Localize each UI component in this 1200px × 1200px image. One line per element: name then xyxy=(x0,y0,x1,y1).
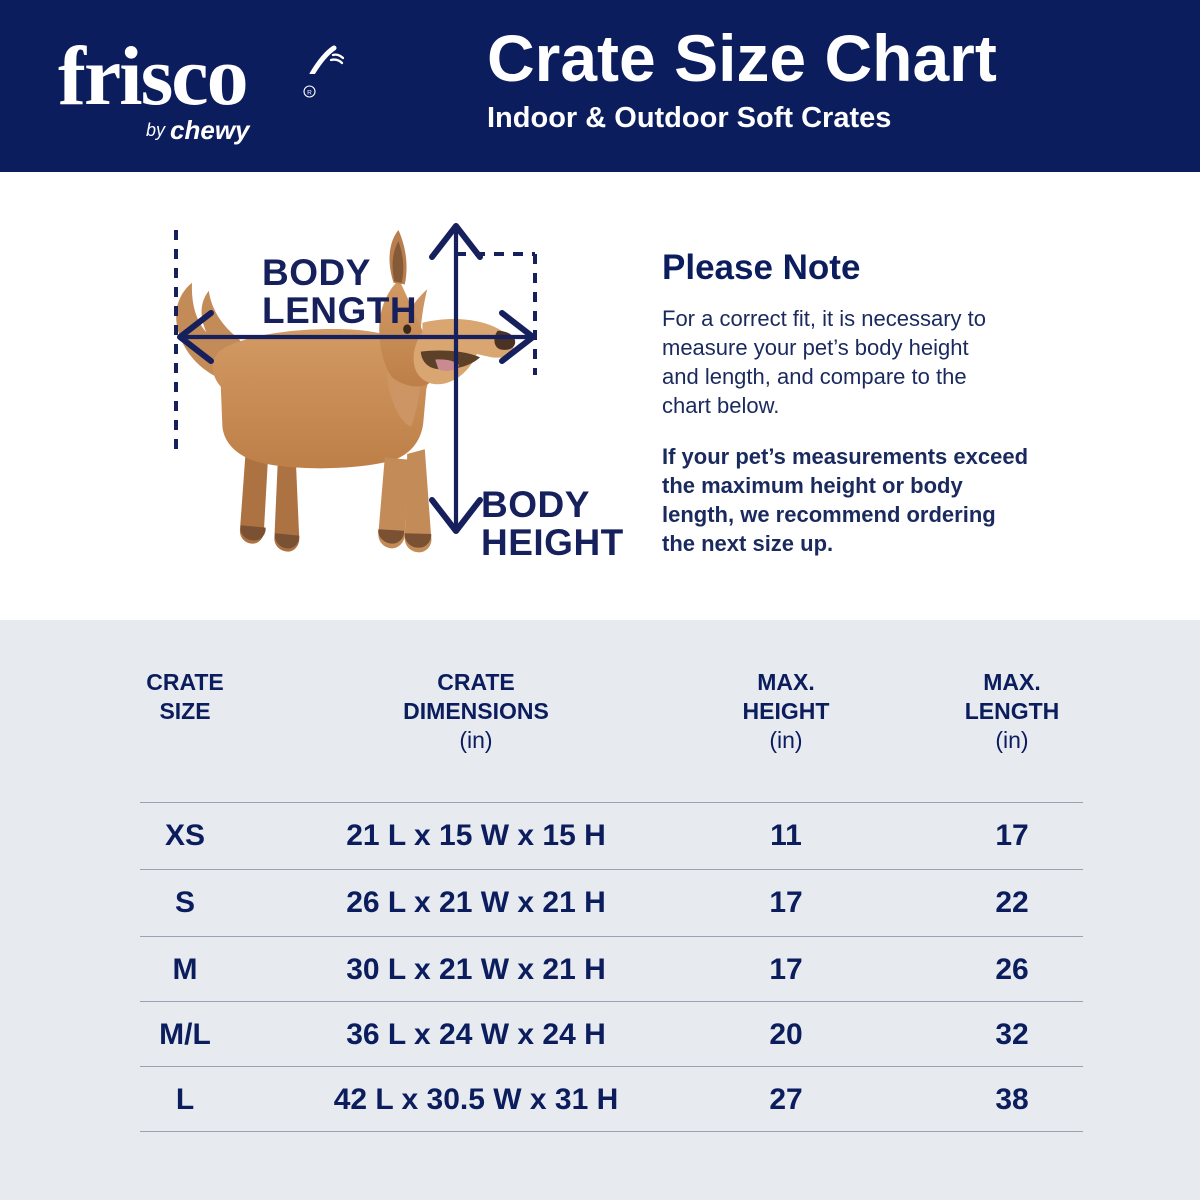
svg-text:BODY: BODY xyxy=(262,252,371,293)
svg-text:BODY: BODY xyxy=(481,484,590,525)
svg-text:LENGTH: LENGTH xyxy=(262,290,417,331)
svg-text:HEIGHT: HEIGHT xyxy=(481,522,624,563)
